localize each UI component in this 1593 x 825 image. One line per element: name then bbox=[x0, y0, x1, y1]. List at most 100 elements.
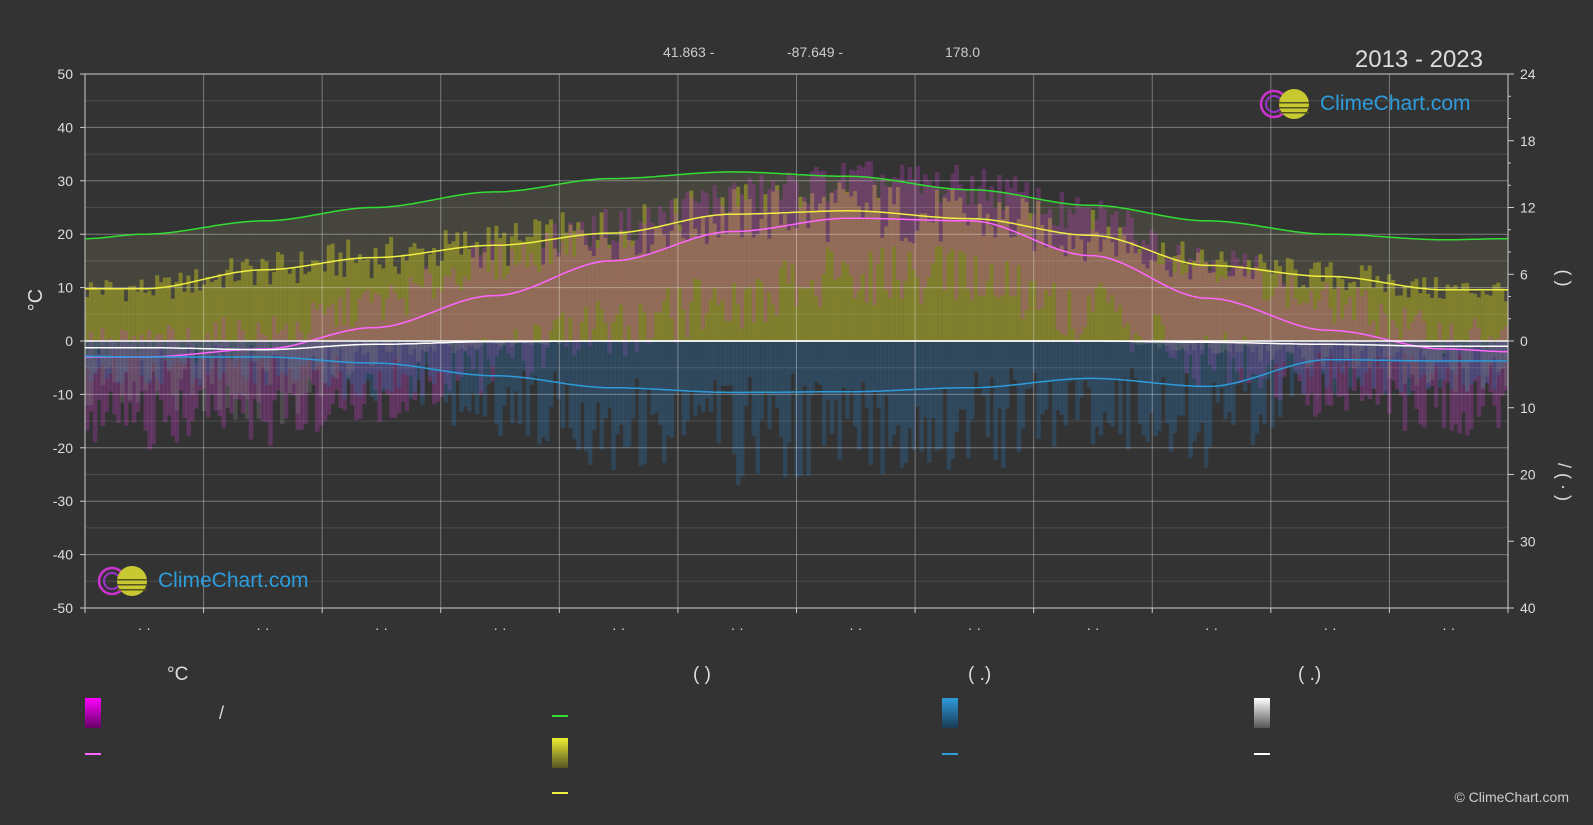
sunshine-bar bbox=[1270, 273, 1275, 341]
sunshine-bar bbox=[357, 254, 363, 341]
sunshine-bar bbox=[307, 271, 312, 341]
temp-range-bar bbox=[521, 243, 527, 362]
sunshine-bar bbox=[864, 202, 870, 341]
snow-bar bbox=[1426, 341, 1431, 383]
precip-bar bbox=[404, 341, 410, 376]
temp-range-bar bbox=[950, 173, 955, 250]
temp-range-bar bbox=[506, 273, 511, 354]
precip-bar bbox=[864, 341, 870, 408]
sunshine-bar bbox=[654, 225, 659, 341]
logo-top[interactable]: ClimeChart.com bbox=[1258, 88, 1471, 120]
snow-bar bbox=[1453, 341, 1458, 393]
sunshine-bar bbox=[1433, 277, 1439, 341]
precip-bar bbox=[459, 341, 464, 413]
sunshine-bar bbox=[389, 236, 394, 341]
sunshine-bar bbox=[1040, 224, 1045, 341]
snow-bar bbox=[244, 341, 250, 420]
temp-range-bar bbox=[279, 329, 285, 393]
snow-bar bbox=[412, 341, 417, 349]
precip-bar bbox=[1184, 341, 1189, 373]
sunshine-bar bbox=[1024, 202, 1030, 341]
precip-bar bbox=[556, 341, 562, 400]
precip-bar bbox=[104, 341, 109, 379]
temp-range-bar bbox=[1367, 325, 1373, 399]
sunshine-bar bbox=[1242, 276, 1248, 341]
snow-bar bbox=[389, 341, 394, 352]
temp-range-bar bbox=[529, 252, 534, 373]
temp-range-bar bbox=[1437, 322, 1443, 379]
sunshine-bar bbox=[1028, 213, 1033, 341]
sunshine-bar bbox=[365, 259, 371, 341]
temp-range-bar bbox=[1051, 224, 1057, 284]
sunshine-bar bbox=[354, 262, 359, 341]
sunshine-bar bbox=[131, 285, 137, 341]
snow-bar bbox=[116, 341, 121, 382]
temp-range-bar bbox=[962, 190, 967, 254]
temp-range-bar bbox=[868, 161, 874, 252]
temp-range-bar bbox=[1254, 255, 1260, 375]
precip-bar bbox=[295, 341, 301, 381]
precip-bar bbox=[708, 341, 714, 413]
temp-range-bar bbox=[775, 189, 780, 316]
temp-range-bar bbox=[693, 201, 698, 279]
precip-bar bbox=[782, 341, 788, 478]
temp-range-bar bbox=[467, 280, 472, 357]
sunshine-bar bbox=[1387, 274, 1392, 341]
sunshine-bar bbox=[1235, 268, 1240, 341]
x-tick-label: · · bbox=[1324, 620, 1337, 636]
precip-bar bbox=[541, 341, 546, 438]
sunshine-bar bbox=[681, 237, 686, 341]
snow-bar bbox=[346, 341, 351, 378]
precip-bar bbox=[88, 341, 94, 382]
sunshine-bar bbox=[560, 212, 566, 341]
temp-range-bar bbox=[1059, 191, 1065, 335]
y-tick-label: 0 bbox=[65, 333, 73, 349]
temp-range-bar bbox=[977, 186, 983, 296]
temp-range-bar bbox=[322, 314, 328, 422]
temp-range-bar bbox=[732, 182, 737, 284]
precip-bar bbox=[1106, 341, 1111, 424]
sunshine-bar bbox=[1352, 281, 1357, 341]
temp-range-bar bbox=[1207, 270, 1213, 366]
sunshine-bar bbox=[1176, 255, 1182, 341]
precip-bar bbox=[1242, 341, 1248, 392]
temp-range-bar bbox=[767, 188, 772, 293]
logo-bottom[interactable]: ClimeChart.com bbox=[96, 565, 309, 597]
temp-range-bar bbox=[1137, 252, 1143, 337]
temp-range-bar bbox=[845, 193, 850, 265]
precip-bar bbox=[646, 341, 651, 389]
temp-range-bar bbox=[704, 192, 710, 314]
sunshine-bar bbox=[895, 187, 901, 341]
temp-range-bar bbox=[856, 165, 862, 291]
precip-bar bbox=[435, 341, 441, 373]
sunshine-bar bbox=[771, 191, 776, 341]
temp-range-bar bbox=[1145, 244, 1150, 344]
precip-bar bbox=[494, 341, 499, 425]
precip-bar bbox=[1149, 341, 1154, 414]
sunshine-bar bbox=[1180, 241, 1186, 341]
precip-bar bbox=[357, 341, 363, 397]
precip-bar bbox=[1488, 341, 1494, 360]
snow-bar bbox=[498, 341, 503, 347]
temp-range-bar bbox=[1504, 326, 1509, 391]
precip-bar bbox=[1133, 341, 1139, 379]
sunshine-bar bbox=[626, 239, 632, 341]
precip-bar bbox=[591, 341, 597, 430]
sunshine-bar bbox=[778, 224, 784, 341]
snow-bar bbox=[1161, 341, 1166, 345]
sunshine-bar bbox=[1083, 261, 1088, 341]
temp-range-bar bbox=[1469, 329, 1474, 430]
precip-bar bbox=[244, 341, 250, 380]
temp-range-bar bbox=[100, 327, 106, 426]
precip-bar bbox=[1016, 341, 1022, 453]
snow-bar bbox=[1449, 341, 1455, 371]
temp-range-bar bbox=[1122, 226, 1127, 328]
temp-range-bar bbox=[923, 174, 928, 288]
sunshine-bar bbox=[1430, 297, 1435, 341]
sunshine-bar bbox=[1071, 249, 1076, 341]
snow-bar bbox=[1383, 341, 1388, 358]
sunshine-bar bbox=[720, 197, 725, 341]
temp-range-bar bbox=[194, 362, 199, 409]
temp-range-bar bbox=[1094, 219, 1100, 288]
sunshine-bar bbox=[1153, 261, 1158, 341]
